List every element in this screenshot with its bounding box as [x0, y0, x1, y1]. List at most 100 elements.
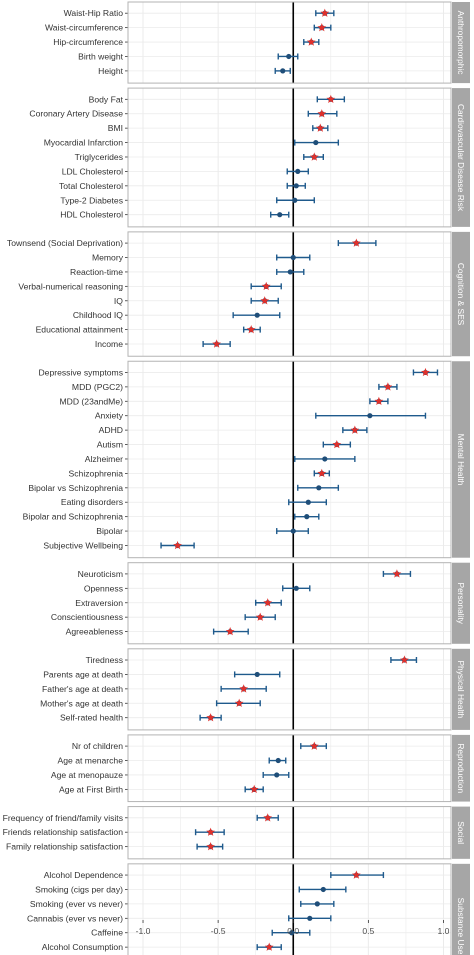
- significance-star: [264, 942, 274, 951]
- panel-background: [128, 231, 451, 357]
- estimate-point: [280, 68, 286, 74]
- facet-strip: [452, 231, 470, 357]
- row-label: MDD (23andMe): [59, 396, 123, 406]
- panel-border: [127, 648, 452, 731]
- row-label: Memory: [92, 253, 124, 263]
- significance-star: [255, 612, 265, 621]
- row-label: Parents age at death: [43, 669, 123, 679]
- x-tick-label: 1.0: [438, 926, 450, 936]
- row-label: Age at menarche: [58, 756, 124, 766]
- panel-personality: Neuroticism Openness Extraversion Conscient…: [51, 562, 470, 645]
- row-label: Bipolar and Schizophrenia: [23, 512, 124, 522]
- row-label: IQ: [114, 296, 123, 306]
- panel-cognition-ses: Townsend (Social Deprivation) Memory React…: [7, 231, 470, 357]
- significance-star: [317, 468, 327, 478]
- row-label: HDL Cholesterol: [60, 210, 123, 220]
- row-label: Conscientiousness: [51, 612, 123, 622]
- row-label: Alcohol Consumption: [42, 942, 123, 952]
- x-tick-label: -0.5: [211, 926, 226, 936]
- row-label: Waist-circumference: [45, 23, 123, 33]
- estimate-point: [293, 183, 299, 189]
- estimate-point: [307, 915, 313, 921]
- facet-strip: [452, 88, 470, 227]
- estimate-point: [295, 168, 301, 175]
- panel-social: Frequency of friend/family visits Friends…: [3, 806, 470, 860]
- significance-star: [261, 281, 271, 291]
- row-label: Coronary Artery Disease: [29, 109, 123, 119]
- panel-background: [128, 648, 451, 730]
- estimate-point: [320, 886, 326, 893]
- significance-star: [249, 784, 259, 794]
- significance-star: [260, 296, 270, 305]
- estimate-point: [287, 269, 293, 275]
- panel-border: [127, 863, 452, 955]
- estimate-point: [292, 197, 298, 203]
- panel-substance-use: Alcohol Dependence Smoking (cigs per day)…: [27, 863, 470, 955]
- significance-star: [317, 23, 327, 32]
- row-label: Income: [95, 339, 123, 349]
- significance-star: [239, 684, 249, 693]
- row-label: Triglycerides: [75, 152, 123, 162]
- row-label: Townsend (Social Deprivation): [7, 238, 123, 248]
- row-label: Schizophrenia: [69, 468, 124, 478]
- facet-strip: [452, 734, 470, 802]
- facet-strip-label: Reproduction: [456, 743, 466, 793]
- facet-strip: [452, 361, 470, 558]
- row-label: Birth weight: [78, 51, 124, 61]
- panel-physical-health: Tiredness Parents age at death Father's ag…: [40, 648, 470, 731]
- significance-star: [212, 339, 222, 348]
- row-label: Verbal-numerical reasoning: [18, 281, 123, 291]
- row-label: Caffeine: [91, 928, 123, 938]
- estimate-point: [274, 772, 280, 778]
- row-label: Alcohol Dependence: [44, 870, 124, 880]
- row-label: Bipolar: [96, 526, 123, 536]
- panel-background: [128, 361, 451, 558]
- significance-star: [320, 8, 330, 17]
- significance-star: [421, 367, 430, 377]
- estimate-point: [304, 514, 310, 520]
- significance-star: [234, 698, 244, 707]
- estimate-point: [277, 212, 283, 218]
- panel-border: [127, 1, 452, 84]
- row-label: Self-rated health: [60, 713, 123, 723]
- estimate-point: [313, 139, 319, 146]
- row-label: BMI: [108, 123, 123, 133]
- row-label: Mother's age at death: [40, 698, 123, 708]
- estimate-point: [254, 671, 260, 678]
- facet-strip-label: Cardiovascular Disease Risk: [456, 104, 466, 212]
- significance-star: [383, 382, 393, 391]
- significance-star: [309, 152, 319, 161]
- x-tick-label: 0.5: [362, 926, 374, 936]
- row-label: Openness: [84, 583, 123, 593]
- panel-border: [127, 231, 452, 357]
- significance-star: [326, 94, 336, 104]
- row-label: Myocardial Infarction: [44, 138, 124, 148]
- facet-strip-label: Anthropomorphic: [456, 11, 466, 75]
- significance-star: [263, 813, 273, 822]
- facet-strip: [452, 2, 470, 84]
- estimate-point: [322, 456, 328, 462]
- facet-strip: [452, 562, 470, 644]
- row-label: Waist-Hip Ratio: [64, 8, 124, 18]
- panel-border: [127, 806, 452, 860]
- panel-background: [128, 863, 451, 955]
- row-label: MDD (PGC2): [72, 382, 123, 392]
- row-label: Agreeableness: [66, 627, 123, 637]
- panel-background: [128, 806, 451, 859]
- row-label: Autism: [97, 440, 123, 450]
- row-label: Hip-circumference: [53, 37, 123, 47]
- estimate-point: [289, 930, 295, 936]
- row-label: Nr of children: [72, 741, 123, 751]
- row-label: Educational attainment: [36, 325, 124, 335]
- significance-star: [225, 626, 235, 636]
- row-label: Subjective Wellbeing: [43, 540, 123, 550]
- row-label: Tiredness: [86, 655, 123, 665]
- row-label: Cannabis (ever vs never): [27, 913, 123, 923]
- row-label: Anxiety: [95, 411, 124, 421]
- significance-star: [315, 123, 325, 132]
- significance-star: [400, 655, 409, 664]
- significance-star: [263, 598, 273, 607]
- row-label: Family relationship satisfaction: [6, 842, 123, 852]
- significance-star: [306, 37, 316, 46]
- facet-strip: [452, 863, 470, 955]
